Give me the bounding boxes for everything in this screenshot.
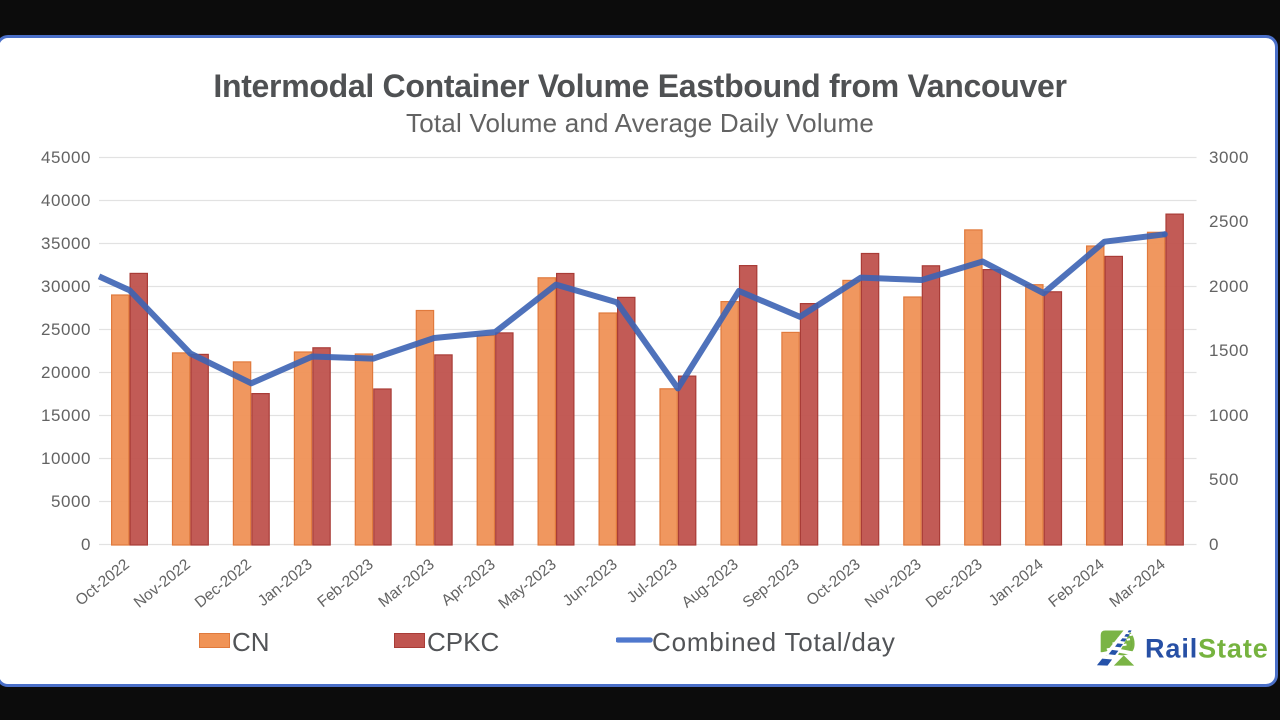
- svg-text:RailState: RailState: [1145, 634, 1269, 664]
